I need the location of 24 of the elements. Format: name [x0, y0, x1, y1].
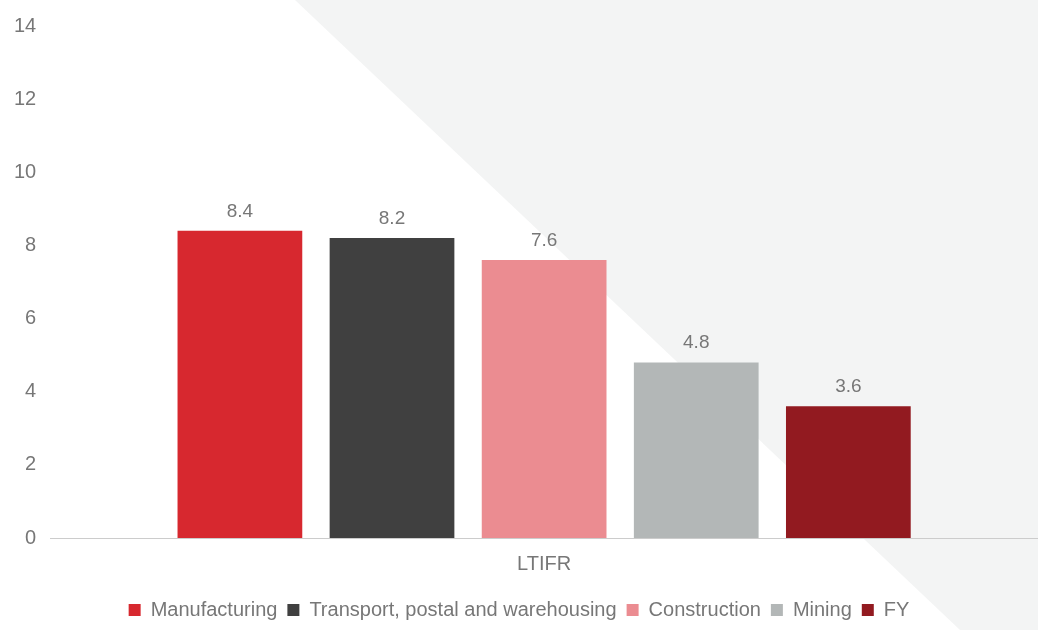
- bar: [785, 406, 911, 538]
- data-label: 8.4: [226, 199, 254, 221]
- y-tick-label: 12: [14, 86, 37, 109]
- data-label: 4.8: [683, 331, 710, 353]
- y-tick-label: 14: [14, 13, 37, 36]
- y-tick-label: 6: [25, 306, 37, 329]
- legend-label: FY: [883, 597, 910, 620]
- y-tick-label: 10: [14, 159, 37, 182]
- bar: [481, 260, 607, 538]
- legend-label: Transport, postal and warehousing: [309, 597, 617, 620]
- data-label: 8.2: [378, 206, 406, 228]
- legend-label: Mining: [792, 597, 852, 620]
- legend-label: Construction: [648, 597, 761, 620]
- y-tick-label: 8: [25, 232, 37, 255]
- data-label: 7.6: [530, 228, 558, 250]
- bar: [633, 362, 759, 538]
- data-label: 3.6: [835, 375, 862, 397]
- y-tick-label: 4: [25, 379, 37, 402]
- bar: [329, 238, 455, 538]
- bar: [177, 230, 303, 538]
- y-tick-label: 0: [25, 525, 37, 548]
- legend-label: Manufacturing: [150, 597, 278, 620]
- y-tick-label: 2: [25, 452, 37, 475]
- x-tick-label: LTIFR: [517, 551, 572, 574]
